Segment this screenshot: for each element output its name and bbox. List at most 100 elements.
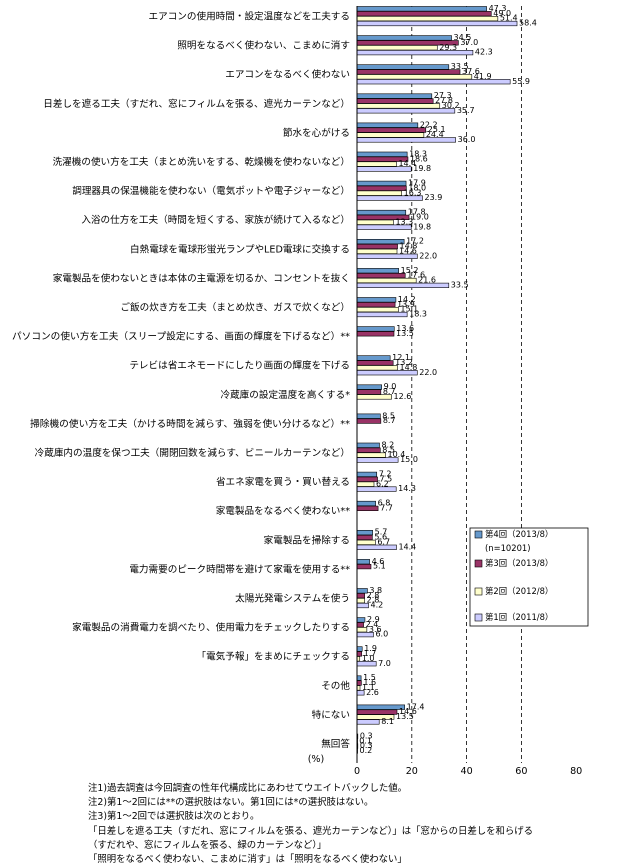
category-label: 家電製品を使わないときは本体の主電源を切るか、コンセントを抜く bbox=[53, 272, 350, 284]
bar-value-label: 4.6 bbox=[372, 557, 385, 566]
category-label: 特にない bbox=[312, 709, 350, 721]
bar-4 bbox=[356, 311, 408, 318]
bar-value-label: 14.3 bbox=[398, 484, 416, 493]
bar-value-label: 14.4 bbox=[398, 542, 416, 551]
bar-value-label: 13.2 bbox=[395, 358, 413, 367]
bar-3 bbox=[356, 219, 394, 225]
bar-2 bbox=[356, 360, 394, 366]
bar-3 bbox=[356, 306, 399, 313]
bar-value-label: 17.6 bbox=[407, 271, 425, 280]
bar-1 bbox=[356, 384, 382, 390]
bar-value-label: 17.8 bbox=[408, 208, 426, 217]
bar-value-label: 13.3 bbox=[395, 217, 413, 226]
category-label: 省エネ家電を買う・買い替える bbox=[216, 476, 350, 488]
bar-4 bbox=[356, 544, 397, 550]
bar-value-label: 0.3 bbox=[360, 731, 373, 740]
bar-value-label: 6.0 bbox=[375, 630, 388, 639]
bar-value-label: 19.8 bbox=[413, 164, 431, 173]
category-label: 洗濯機の使い方を工夫（まとめ洗いをする、乾燥機を使わないなど） bbox=[53, 156, 350, 168]
bar-1 bbox=[356, 6, 487, 12]
tick-label: 80 bbox=[570, 766, 582, 777]
bar-4 bbox=[356, 108, 456, 114]
bar-2 bbox=[356, 185, 407, 191]
x-axis: 0 20 40 60 80 (%) bbox=[308, 6, 582, 777]
bar-2 bbox=[356, 563, 372, 570]
bar-value-label: 3.6 bbox=[369, 625, 382, 634]
bar-4 bbox=[356, 719, 380, 725]
bar-4 bbox=[356, 631, 374, 638]
bar-value-label: 7.5 bbox=[380, 474, 393, 483]
bar-4 bbox=[356, 137, 456, 143]
category-label: 家電製品を掃除する bbox=[264, 534, 350, 546]
bar-3 bbox=[356, 132, 425, 138]
bar-1 bbox=[356, 93, 433, 99]
bar-4 bbox=[356, 370, 418, 376]
category-label: 照明をなるべく使わない、こまめに消す bbox=[177, 40, 350, 52]
bar-value-label: 51.4 bbox=[500, 14, 518, 23]
bar-4 bbox=[356, 79, 511, 85]
bar-4 bbox=[356, 166, 412, 172]
bar-value-label: 16.3 bbox=[404, 188, 422, 197]
bar-value-label: 0.2 bbox=[360, 746, 373, 755]
bar-1 bbox=[356, 122, 419, 128]
bar-1 bbox=[356, 355, 391, 361]
bar-1 bbox=[356, 151, 408, 157]
footnote-1: 注1)過去調査は今回調査の性年代構成比にあわせてウエイトバックした値。 bbox=[88, 783, 408, 794]
bar-4 bbox=[356, 253, 418, 259]
bar-value-label: 5.6 bbox=[374, 533, 387, 542]
bar-value-label: 15.0 bbox=[400, 455, 418, 464]
bar-value-label: 49.0 bbox=[493, 9, 511, 18]
bar-value-label: 17.9 bbox=[408, 179, 426, 188]
bar-value-label: 13.9 bbox=[397, 300, 415, 309]
bar-3 bbox=[356, 597, 365, 604]
bar-value-label: 27.8 bbox=[435, 96, 453, 105]
bar-value-label: 21.6 bbox=[418, 276, 436, 285]
bar-value-label: 14.2 bbox=[398, 295, 416, 304]
bar-1 bbox=[356, 704, 405, 710]
bar-value-label: 18.6 bbox=[410, 154, 428, 163]
tick-label: 60 bbox=[515, 766, 527, 777]
bar-value-label: 35.7 bbox=[457, 106, 475, 115]
bar-2 bbox=[356, 331, 395, 337]
bar-value-label: 13.5 bbox=[396, 712, 414, 721]
bar-3 bbox=[356, 74, 473, 80]
bar-1 bbox=[356, 617, 366, 623]
category-label: 節水を心がける bbox=[283, 127, 350, 139]
tick-label: 0 bbox=[354, 766, 360, 777]
bar-4 bbox=[356, 195, 423, 201]
bar-value-label: 15.1 bbox=[400, 305, 418, 314]
bar-value-label: 0.3 bbox=[360, 741, 373, 750]
bar-value-label: 13.6 bbox=[396, 324, 414, 333]
bar-2 bbox=[356, 593, 365, 599]
bar-1 bbox=[356, 500, 376, 507]
bar-value-label: 6.8 bbox=[378, 499, 391, 508]
bar-value-label: 8.5 bbox=[382, 411, 395, 420]
bar-value-label: 4.2 bbox=[371, 601, 384, 610]
bar-value-label: 22.0 bbox=[419, 368, 437, 377]
bar-3 bbox=[356, 394, 392, 400]
bar-3 bbox=[356, 627, 368, 633]
bar-value-label: 14.8 bbox=[400, 242, 418, 251]
legend-label-3: 第2回（2012/8） bbox=[485, 586, 553, 596]
bar-2 bbox=[356, 127, 427, 133]
bar-value-label: 47.3 bbox=[489, 4, 507, 13]
bar-value-label: 19.0 bbox=[411, 213, 429, 222]
bar-2 bbox=[356, 98, 434, 104]
footnote-2: 注2)第1～2回には**の選択肢はない。第1回には*の選択肢はない。 bbox=[88, 797, 374, 809]
bar-4 bbox=[356, 282, 450, 289]
bar-3 bbox=[356, 452, 386, 458]
bar-value-label: 14.6 bbox=[399, 707, 417, 716]
bar-2 bbox=[356, 302, 396, 308]
bar-value-label: 1.6 bbox=[363, 678, 376, 687]
bar-1 bbox=[356, 326, 395, 332]
bar-value-label: 8.7 bbox=[383, 416, 396, 425]
bar-value-label: 29.3 bbox=[439, 43, 457, 52]
bar-1 bbox=[356, 529, 373, 536]
bar-value-label: 8.2 bbox=[381, 440, 394, 449]
bar-1 bbox=[356, 297, 397, 303]
bar-1 bbox=[356, 268, 399, 274]
bar-value-label: 17.4 bbox=[407, 702, 425, 711]
bar-1 bbox=[356, 442, 380, 448]
bar-value-label: 55.9 bbox=[512, 77, 530, 86]
